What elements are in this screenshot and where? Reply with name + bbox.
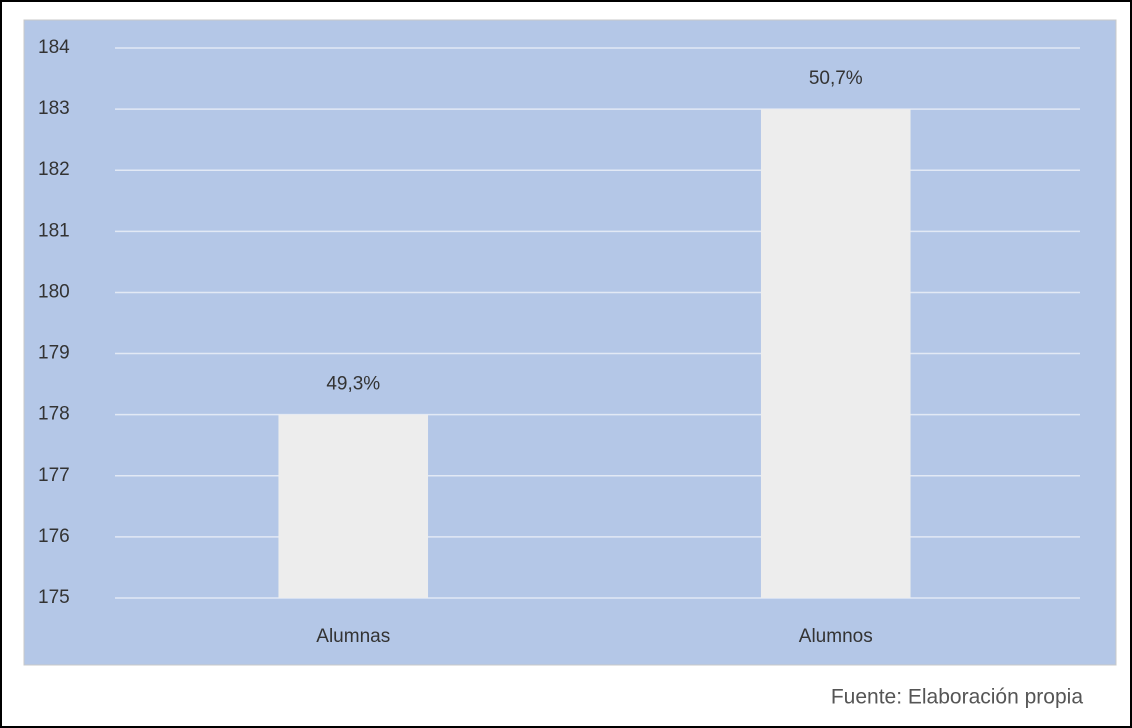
y-tick-label: 182 [38, 159, 70, 180]
y-tick-label: 183 [38, 98, 70, 119]
y-tick-label: 180 [38, 281, 70, 302]
x-tick-label: Alumnos [799, 626, 873, 647]
plot-area [23, 19, 1117, 666]
bar [278, 414, 429, 598]
bar [760, 109, 911, 598]
y-tick-label: 179 [38, 343, 70, 364]
y-tick-label: 178 [38, 404, 70, 425]
y-tick-label: 181 [38, 220, 70, 241]
data-label: 50,7% [809, 68, 863, 89]
data-label: 49,3% [326, 374, 380, 395]
source-note: Fuente: Elaboración propia [831, 686, 1083, 709]
x-tick-label: Alumnas [316, 626, 390, 647]
y-tick-label: 177 [38, 465, 70, 486]
y-tick-label: 184 [38, 37, 70, 58]
y-tick-label: 176 [38, 526, 70, 547]
y-tick-label: 175 [38, 587, 70, 608]
